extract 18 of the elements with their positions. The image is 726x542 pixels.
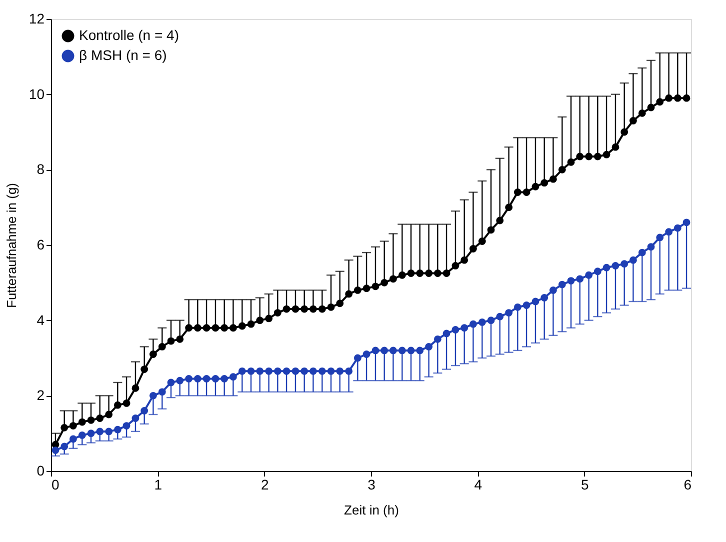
y-tick-label: 4 [36,312,45,328]
x-tick-label: 4 [474,476,482,492]
x-tick-label: 6 [684,476,692,492]
legend-label: β MSH (n = 6) [79,47,167,63]
x-axis-title: Zeit in (h) [344,502,399,518]
y-tick-label: 2 [36,387,45,404]
y-tick-label: 12 [28,10,45,26]
x-tick-label: 3 [368,476,376,492]
legend-label: Kontrolle (n = 4) [79,27,179,43]
x-tick-label: 2 [260,476,269,492]
y-tick-label: 0 [36,462,45,478]
y-axis-title: Futteraufnahme in (g) [4,182,19,308]
y-tick-label: 8 [36,161,45,178]
x-tick-label: 0 [52,476,60,492]
x-tick-label: 1 [154,476,162,492]
y-tick-label: 10 [28,86,45,102]
y-tick-label: 6 [36,236,45,252]
x-tick-label: 5 [580,476,589,492]
